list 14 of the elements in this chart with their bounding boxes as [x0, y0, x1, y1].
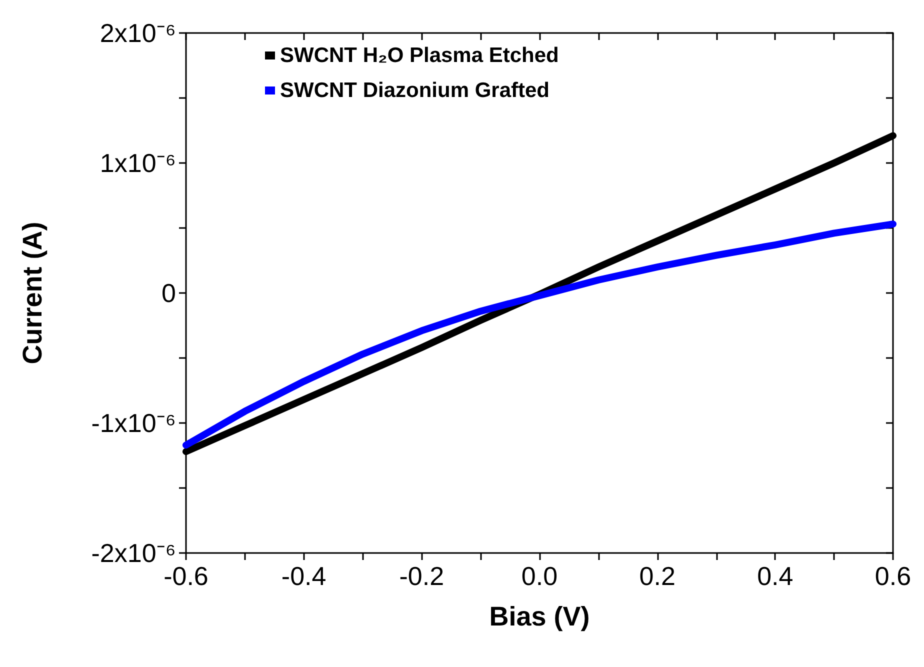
x-tick-label: -0.4 — [281, 561, 326, 591]
legend-label: SWCNT H₂O Plasma Etched — [280, 44, 559, 67]
y-tick-label: 0 — [162, 278, 176, 308]
x-tick-label: 0.0 — [521, 561, 558, 591]
y-tick-label: -1x10⁻⁶ — [91, 408, 176, 438]
x-tick-label: 0.4 — [757, 561, 794, 591]
x-tick-label: -0.2 — [399, 561, 444, 591]
x-tick-label: 0.6 — [874, 561, 912, 591]
x-axis-title: Bias (V) — [489, 602, 590, 632]
x-tick-label: 0.2 — [639, 561, 676, 591]
legend-label: SWCNT Diazonium Grafted — [280, 79, 550, 102]
y-tick-label: 1x10⁻⁶ — [100, 148, 176, 178]
y-axis-title: Current (A) — [18, 222, 48, 364]
y-tick-label: 2x10⁻⁶ — [100, 18, 176, 48]
